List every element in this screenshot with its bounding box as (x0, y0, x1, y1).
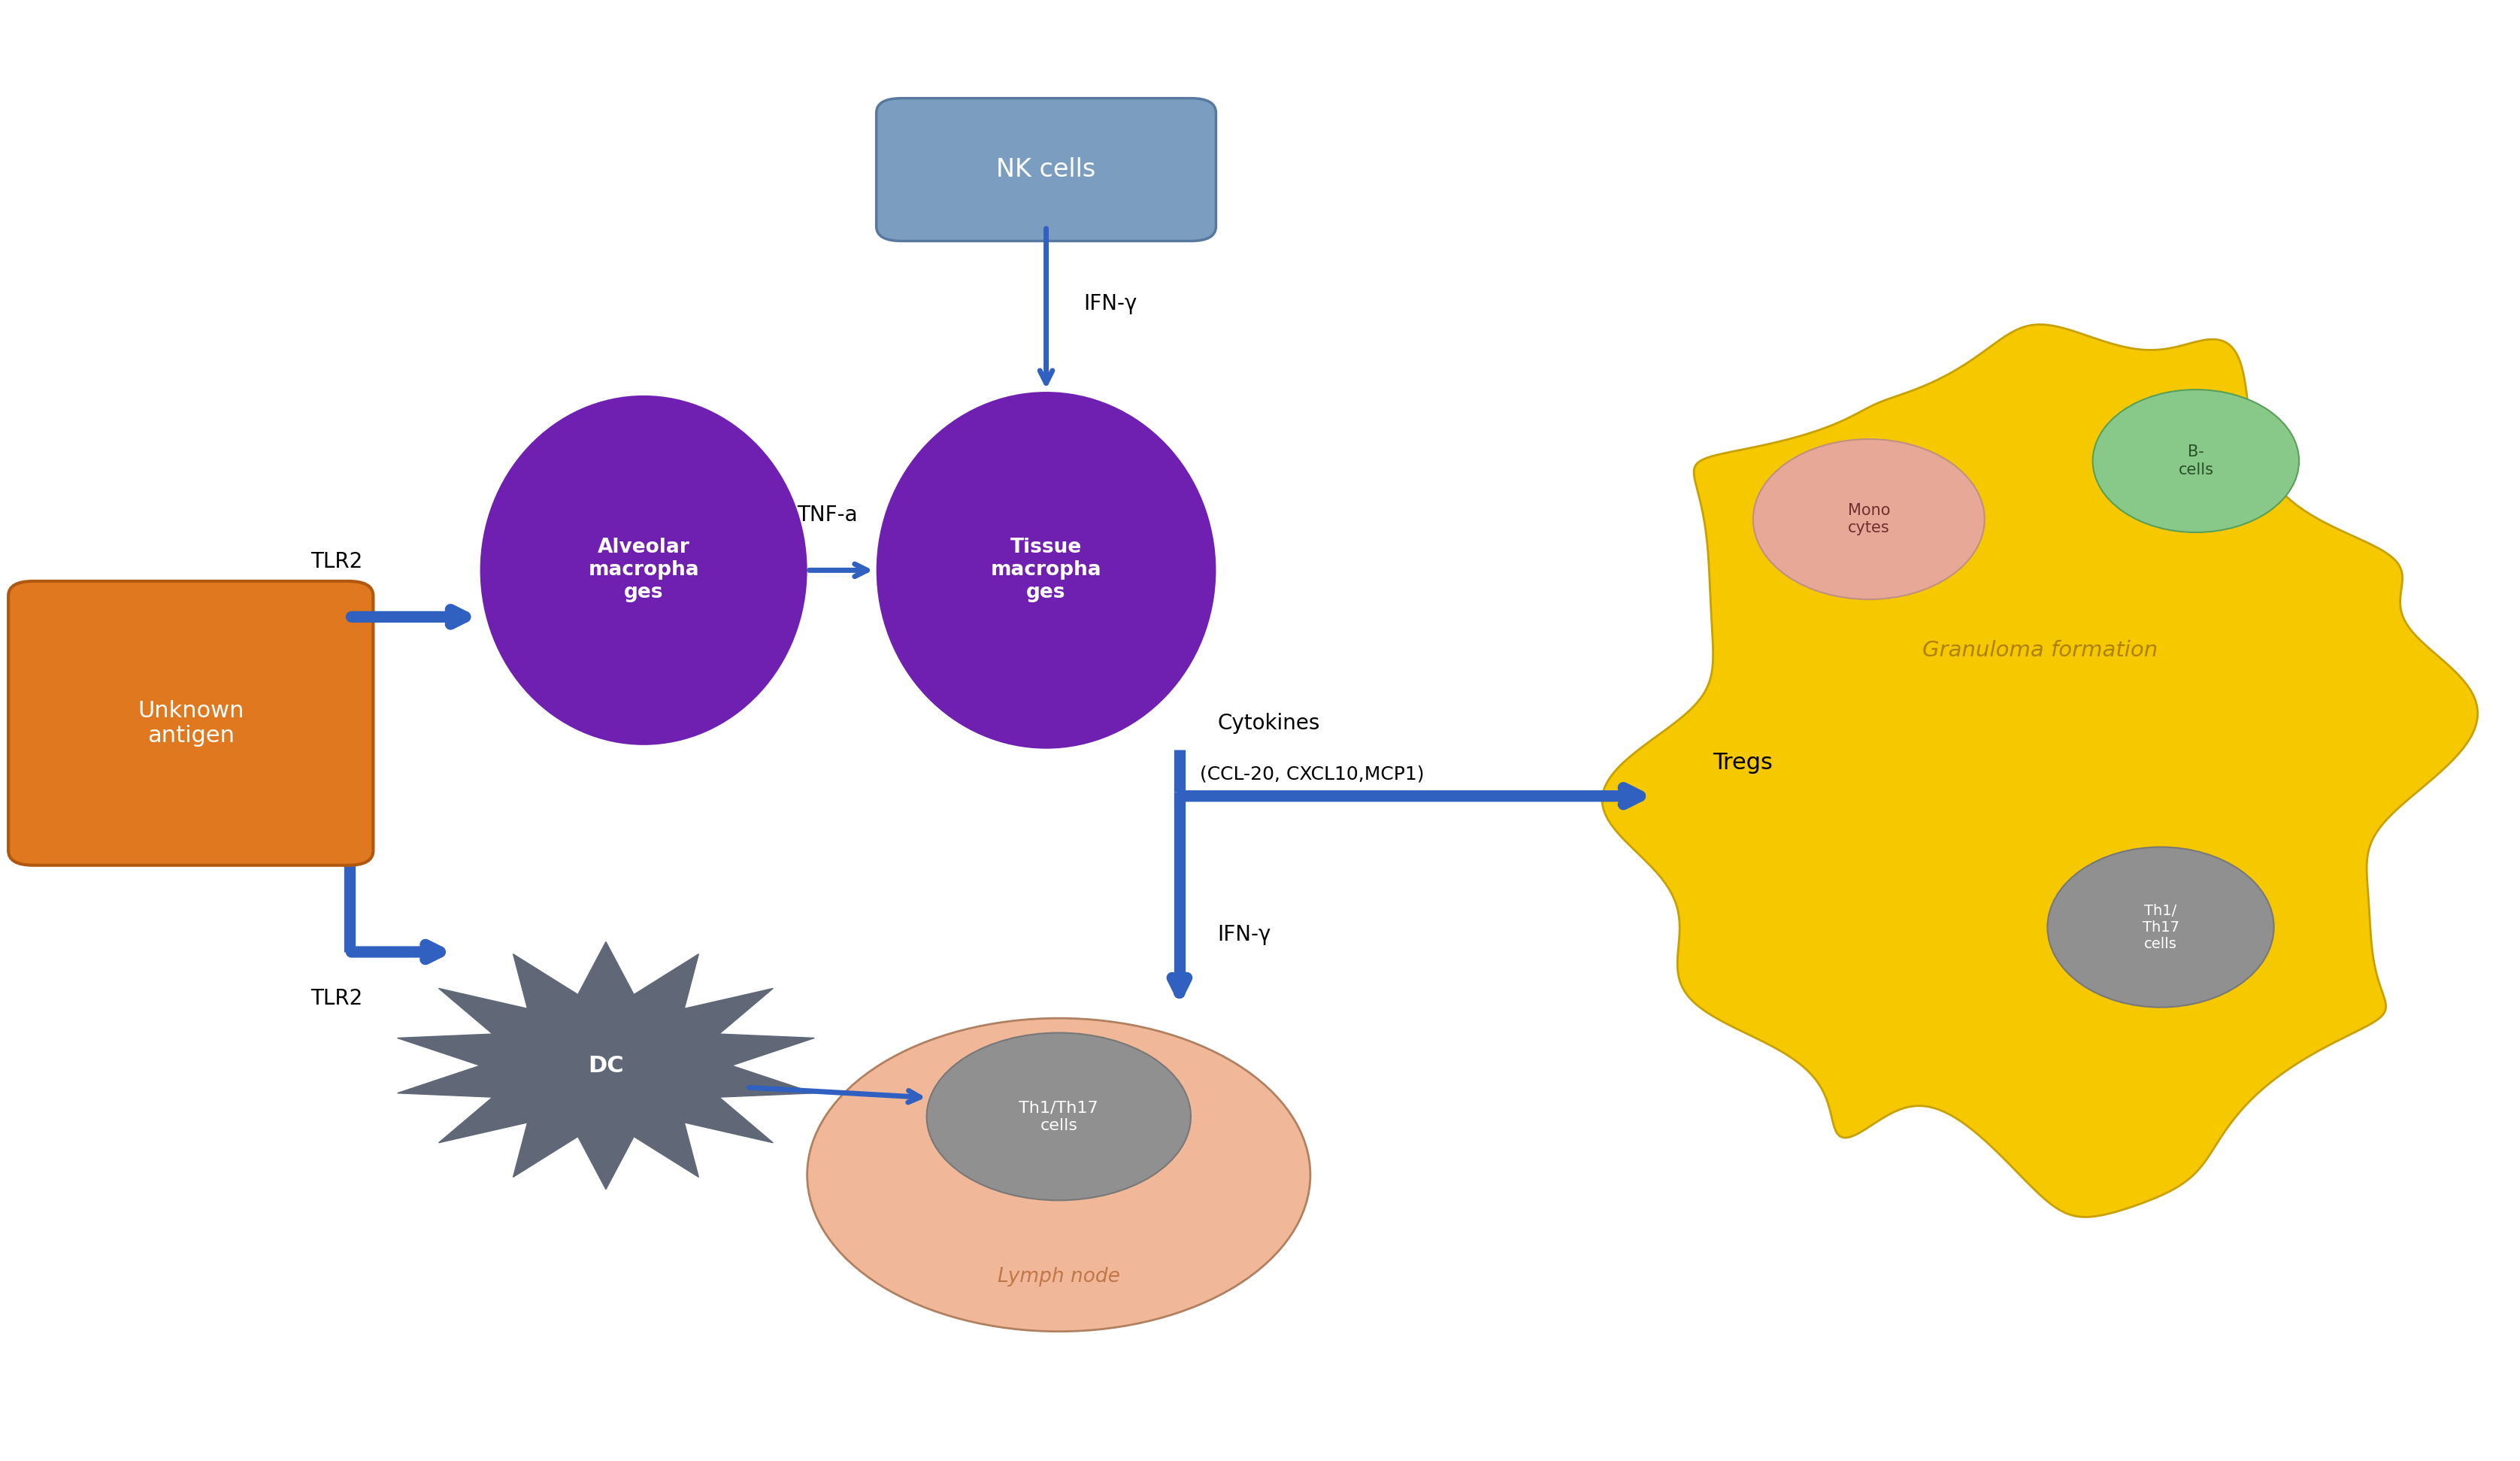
Text: (CCL-20, CXCL10,MCP1): (CCL-20, CXCL10,MCP1) (1200, 766, 1424, 783)
Text: Cytokines: Cytokines (1217, 713, 1320, 733)
Text: IFN-γ: IFN-γ (1084, 294, 1137, 314)
Text: Lymph node: Lymph node (998, 1267, 1119, 1287)
Polygon shape (398, 942, 814, 1189)
Text: Mono
cytes: Mono cytes (1847, 503, 1890, 536)
Text: NK cells: NK cells (995, 158, 1096, 183)
Text: IFN-γ: IFN-γ (1217, 923, 1270, 945)
Ellipse shape (2092, 390, 2298, 532)
Text: Tissue
macropha
ges: Tissue macropha ges (990, 538, 1101, 602)
Text: TLR2: TLR2 (310, 988, 363, 1010)
Ellipse shape (927, 1033, 1192, 1201)
Text: Tregs: Tregs (1714, 751, 1774, 773)
Text: TLR2: TLR2 (310, 551, 363, 573)
Text: Granuloma formation: Granuloma formation (1923, 640, 2157, 660)
Text: B-
cells: B- cells (2177, 444, 2213, 478)
FancyBboxPatch shape (877, 98, 1217, 241)
Ellipse shape (877, 392, 1217, 748)
Polygon shape (1603, 324, 2477, 1217)
FancyBboxPatch shape (8, 581, 373, 865)
Text: DC: DC (587, 1055, 625, 1077)
Ellipse shape (806, 1018, 1310, 1331)
Ellipse shape (1754, 440, 1986, 599)
Text: Th1/Th17
cells: Th1/Th17 cells (1018, 1100, 1099, 1132)
Ellipse shape (2046, 847, 2273, 1007)
Text: TNF-a: TNF-a (796, 504, 857, 526)
Text: Th1/
Th17
cells: Th1/ Th17 cells (2142, 903, 2180, 951)
Text: Unknown
antigen: Unknown antigen (139, 700, 244, 747)
Ellipse shape (481, 396, 806, 745)
Text: Alveolar
macropha
ges: Alveolar macropha ges (587, 538, 698, 602)
